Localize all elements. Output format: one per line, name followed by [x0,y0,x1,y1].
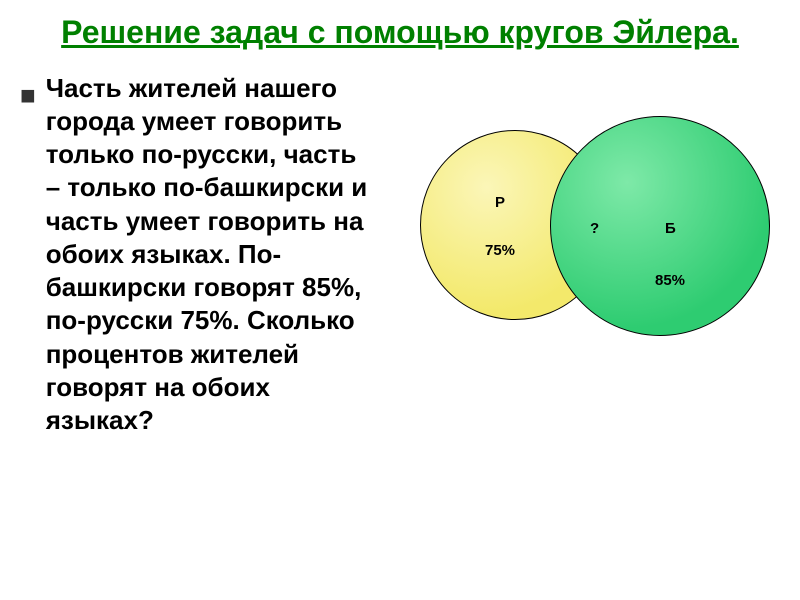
slide-title-container: Решение задач с помощью кругов Эйлера. [0,0,800,54]
text-column: ■ Часть жителей нашего города умеет гово… [20,72,380,472]
venn-label-right-name: Б [665,220,676,237]
venn-label-right-value: 85% [655,272,685,289]
venn-diagram: Р 75% ? Б 85% [380,102,800,382]
content-area: ■ Часть жителей нашего города умеет гово… [0,54,800,472]
bullet-item: ■ Часть жителей нашего города умеет гово… [20,72,370,438]
venn-label-left-name: Р [495,194,505,211]
diagram-column: Р 75% ? Б 85% [380,72,780,472]
venn-label-intersection: ? [590,220,599,237]
venn-label-left-value: 75% [485,242,515,259]
venn-circle-right [550,116,770,336]
problem-text: Часть жителей нашего города умеет говори… [46,72,370,438]
slide-title: Решение задач с помощью кругов Эйлера. [61,14,739,50]
bullet-marker: ■ [20,82,36,108]
